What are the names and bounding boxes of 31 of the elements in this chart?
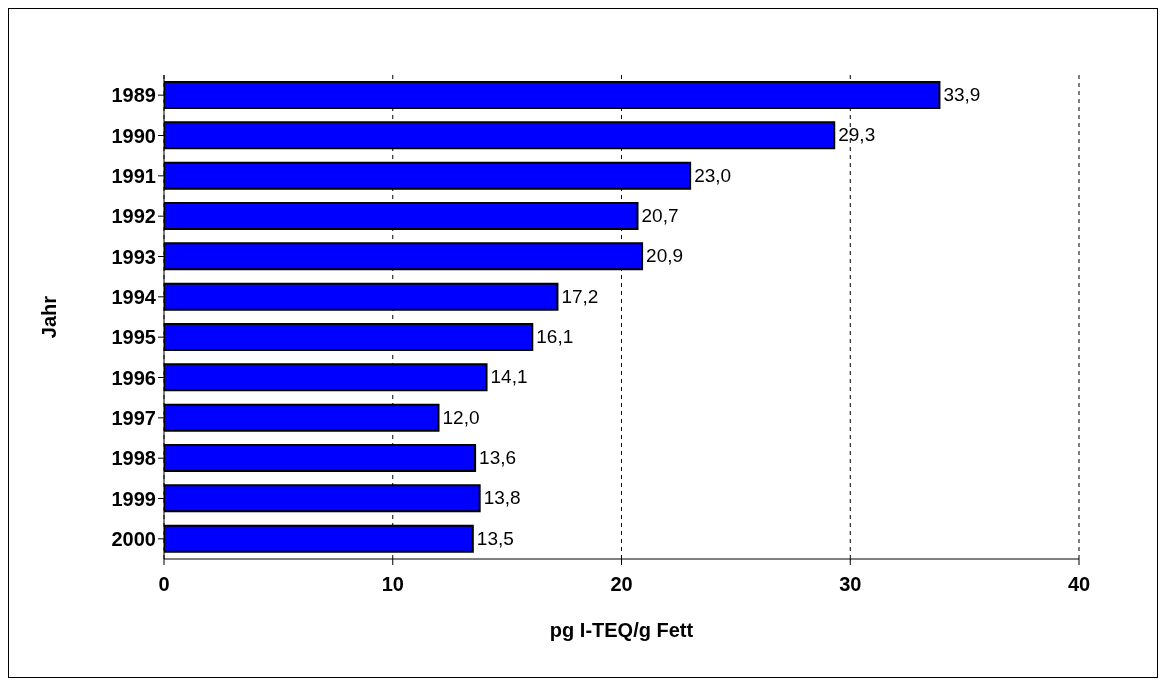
y-tick-label: 1999	[111, 487, 156, 510]
data-label: 12,0	[442, 406, 480, 428]
x-tick-label: 0	[158, 573, 170, 596]
x-tick-label: 20	[610, 573, 633, 596]
y-tick-label: 1992	[111, 205, 156, 228]
data-label: 13,6	[479, 447, 517, 468]
data-label: 16,1	[536, 326, 574, 347]
x-tick-label: 30	[839, 573, 862, 596]
y-axis-title: Jahr	[38, 295, 61, 339]
data-label: 33,9	[943, 84, 981, 105]
y-tick-label: 2000	[111, 527, 156, 550]
y-tick-label: 1996	[111, 366, 156, 389]
data-label: 23,0	[694, 164, 732, 186]
y-tick-label: 1994	[111, 285, 157, 308]
y-tick-label: 1990	[111, 124, 156, 147]
x-tick-label: 10	[381, 573, 404, 596]
data-label: 17,2	[561, 285, 599, 307]
data-label: 20,7	[641, 205, 679, 226]
data-label: 29,3	[838, 124, 876, 146]
y-tick-label: 1997	[111, 406, 156, 429]
y-tick-label: 1995	[111, 326, 156, 349]
y-tick-label: 1991	[111, 164, 156, 187]
x-axis-title: pg I-TEQ/g Fett	[549, 619, 694, 641]
y-tick-label: 1989	[111, 84, 156, 107]
data-label: 13,5	[476, 527, 514, 549]
data-label: 14,1	[490, 366, 528, 388]
x-tick-label: 40	[1067, 573, 1091, 596]
data-label: 13,8	[483, 487, 521, 509]
data-label: 20,9	[646, 245, 684, 267]
y-tick-label: 1993	[111, 245, 156, 268]
y-tick-label: 1998	[111, 447, 156, 470]
